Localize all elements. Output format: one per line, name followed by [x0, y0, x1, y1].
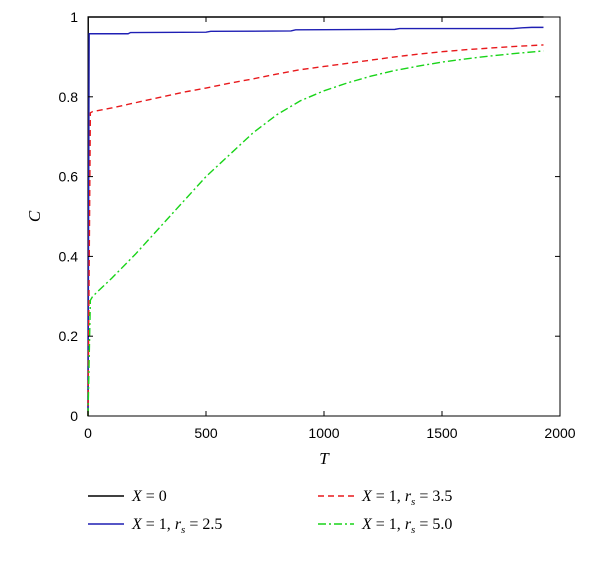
legend-label-part: = 1,	[142, 516, 175, 533]
legend-label: X = 1, rs = 3.5	[361, 488, 452, 508]
legend-label-part: X	[131, 488, 143, 505]
y-tick-label: 0.2	[59, 328, 79, 344]
legend-label-part: s	[411, 524, 415, 536]
legend-label-part: r	[175, 516, 182, 533]
legend-label-part: = 3.5	[415, 488, 452, 505]
legend-label-part: = 5.0	[415, 516, 452, 533]
legend-label-part: X	[361, 488, 373, 505]
plot-frame	[87, 16, 561, 417]
plot-area	[87, 16, 561, 417]
legend-label: X = 1, rs = 5.0	[361, 516, 452, 536]
y-tick-label: 0.6	[59, 169, 79, 185]
series-line-3	[87, 44, 544, 417]
legend-label-part: s	[411, 496, 415, 508]
x-tick-label: 500	[194, 425, 218, 441]
x-tick-label: 0	[84, 425, 92, 441]
series-line-1	[87, 16, 544, 417]
y-axis-title: C	[25, 210, 44, 222]
legend-item-2: X = 1, rs = 2.5	[88, 516, 222, 536]
legend-label-part: X	[361, 516, 373, 533]
x-tick-label: 1500	[426, 425, 457, 441]
legend-label-part: = 1,	[372, 488, 405, 505]
legend-label-part: r	[405, 516, 412, 533]
legend-item-3: X = 1, rs = 3.5	[318, 488, 452, 508]
series-line-2	[87, 26, 544, 417]
series-line-4	[87, 50, 544, 417]
y-tick-label: 0.4	[59, 248, 79, 264]
y-tick-label: 1	[70, 9, 78, 25]
y-tick-label: 0	[70, 408, 78, 424]
legend-label-part: s	[181, 524, 185, 536]
legend-label-part: = 1,	[372, 516, 405, 533]
x-axis-title: T	[319, 449, 330, 468]
legend-label-part: = 2.5	[185, 516, 222, 533]
series-layer	[87, 16, 544, 417]
x-axis: 0 500 1000 1500 2000	[84, 17, 576, 441]
legend-label-part: r	[405, 488, 412, 505]
x-tick-label: 1000	[308, 425, 339, 441]
x-tick-label: 2000	[544, 425, 575, 441]
legend-label-part: = 0	[142, 488, 167, 505]
legend-item-4: X = 1, rs = 5.0	[318, 516, 452, 536]
y-tick-label: 0.8	[59, 89, 79, 105]
legend-label-part: X	[131, 516, 143, 533]
legend-item-1: X = 0	[88, 488, 167, 505]
legend-label: X = 1, rs = 2.5	[131, 516, 222, 536]
legend-label: X = 0	[131, 488, 167, 505]
y-axis: 0 0.2 0.4 0.6 0.8 1	[59, 9, 560, 424]
legend: X = 0X = 1, rs = 2.5X = 1, rs = 3.5X = 1…	[88, 488, 452, 536]
